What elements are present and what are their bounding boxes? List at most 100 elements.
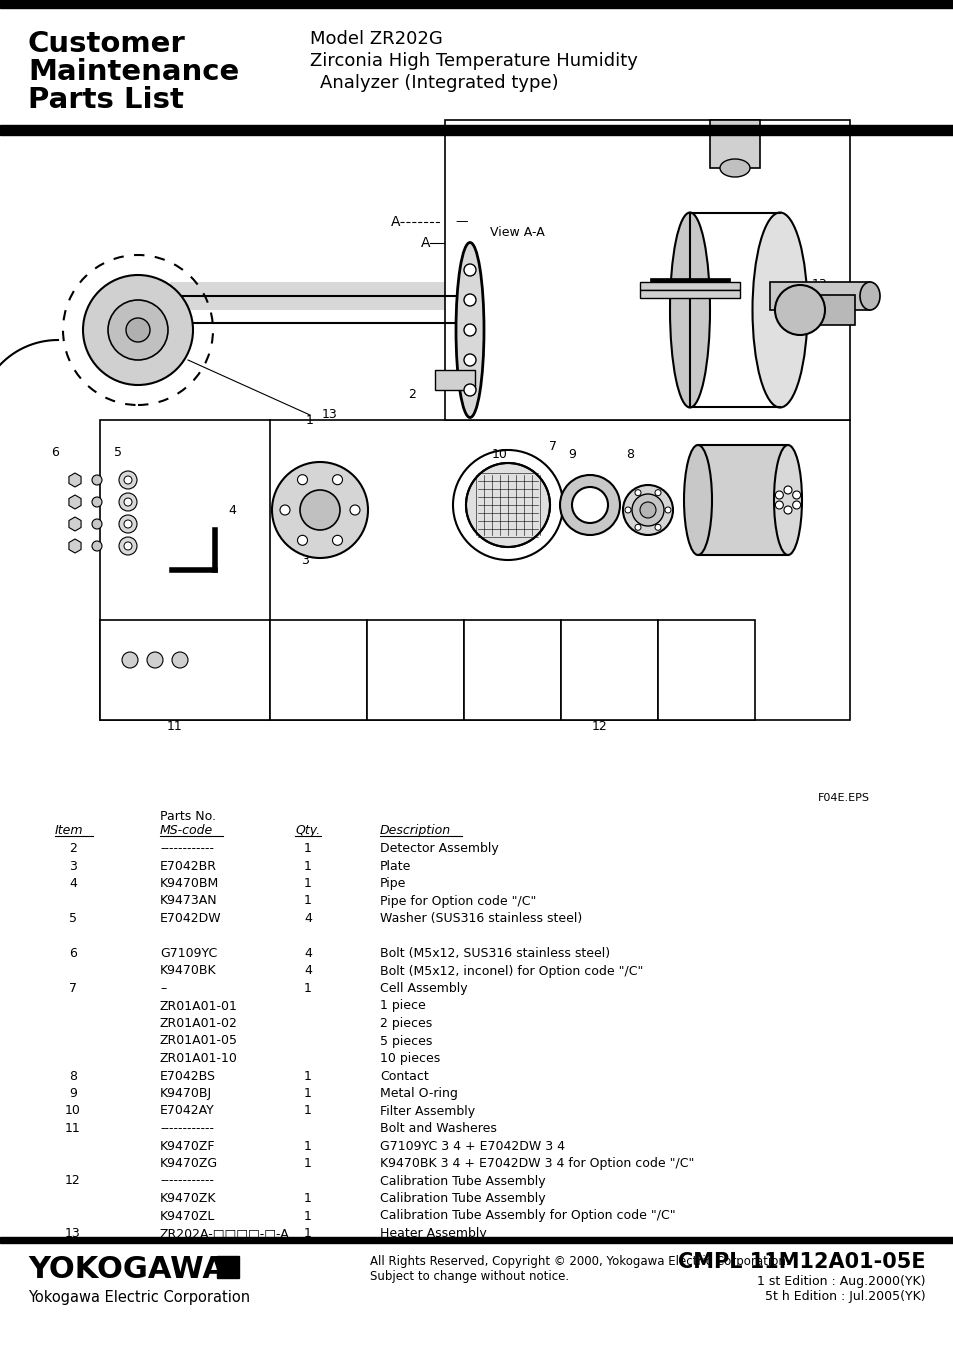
Text: Subject to change without notice.: Subject to change without notice.	[370, 1270, 569, 1283]
Text: F04E.EPS: F04E.EPS	[817, 793, 869, 802]
Text: Pipe: Pipe	[379, 877, 406, 890]
Text: A: A	[390, 215, 399, 230]
Text: Maintenance: Maintenance	[28, 58, 239, 86]
Text: Contact: Contact	[379, 1070, 428, 1082]
Text: —: —	[455, 216, 467, 228]
Text: 1: 1	[304, 982, 312, 994]
Text: CMPL 11M12A01-05E: CMPL 11M12A01-05E	[678, 1252, 925, 1273]
Text: 1 st Edition : Aug.2000(YK): 1 st Edition : Aug.2000(YK)	[757, 1275, 925, 1288]
Text: 1: 1	[304, 1105, 312, 1117]
Text: 1: 1	[304, 1156, 312, 1170]
Text: 1: 1	[304, 877, 312, 890]
Text: 13: 13	[322, 408, 337, 422]
Text: 3: 3	[301, 554, 309, 566]
Text: All Rights Reserved, Copyright © 2000, Yokogawa Electric Corporation.: All Rights Reserved, Copyright © 2000, Y…	[370, 1255, 789, 1269]
Text: Calibration Tube Assembly for Option code "/C": Calibration Tube Assembly for Option cod…	[379, 1209, 675, 1223]
Circle shape	[463, 324, 476, 336]
Bar	[649, 278, 729, 282]
Bar	[689, 212, 780, 407]
Text: ZR01A01-01: ZR01A01-01	[160, 1000, 237, 1012]
Bar	[0, 126, 953, 135]
Bar	[435, 370, 475, 390]
Circle shape	[147, 653, 163, 667]
Text: 2 pieces: 2 pieces	[379, 1017, 432, 1029]
Circle shape	[108, 300, 168, 359]
Text: E7042DW: E7042DW	[160, 912, 221, 925]
Text: 1: 1	[304, 1088, 312, 1100]
Text: Plate: Plate	[379, 859, 411, 873]
Text: Description: Description	[379, 824, 451, 838]
Circle shape	[119, 515, 137, 534]
Text: Model ZR202G: Model ZR202G	[310, 30, 442, 49]
Circle shape	[91, 476, 102, 485]
Bar	[658, 620, 754, 720]
Bar	[814, 295, 854, 326]
Text: K9470ZG: K9470ZG	[160, 1156, 218, 1170]
Ellipse shape	[720, 159, 749, 177]
Bar	[170, 282, 479, 309]
Text: 6: 6	[51, 446, 59, 459]
Bar	[560, 620, 658, 720]
Text: A: A	[420, 236, 430, 250]
Ellipse shape	[773, 444, 801, 555]
Text: 5t h Edition : Jul.2005(YK): 5t h Edition : Jul.2005(YK)	[764, 1290, 925, 1302]
Text: 1: 1	[304, 859, 312, 873]
Circle shape	[280, 505, 290, 515]
Circle shape	[91, 519, 102, 530]
Circle shape	[639, 503, 656, 517]
Circle shape	[463, 384, 476, 396]
Text: ZR01A01-10: ZR01A01-10	[160, 1052, 237, 1065]
Text: E7042BS: E7042BS	[160, 1070, 215, 1082]
Text: K9470BK 3 4 + E7042DW 3 4 for Option code "/C": K9470BK 3 4 + E7042DW 3 4 for Option cod…	[379, 1156, 694, 1170]
Text: 12: 12	[592, 720, 607, 734]
Circle shape	[622, 485, 672, 535]
Text: 4: 4	[69, 877, 77, 890]
Text: 8: 8	[69, 1070, 77, 1082]
Text: 9: 9	[567, 449, 576, 462]
Text: 5 pieces: 5 pieces	[379, 1035, 432, 1047]
Circle shape	[350, 505, 359, 515]
Text: 10 pieces: 10 pieces	[379, 1052, 439, 1065]
Text: 1: 1	[304, 1139, 312, 1152]
Circle shape	[124, 542, 132, 550]
Text: 1: 1	[304, 894, 312, 908]
Text: Qty.: Qty.	[294, 824, 320, 838]
Circle shape	[635, 524, 640, 531]
Circle shape	[655, 489, 660, 496]
Circle shape	[333, 474, 342, 485]
Text: 11: 11	[167, 720, 183, 734]
Text: ------------: ------------	[160, 1121, 213, 1135]
Text: 12: 12	[65, 1174, 81, 1188]
Circle shape	[299, 490, 339, 530]
Text: 7: 7	[548, 440, 557, 454]
Text: Filter Assembly: Filter Assembly	[379, 1105, 475, 1117]
Text: K9470BJ: K9470BJ	[160, 1088, 212, 1100]
Text: Bolt and Washeres: Bolt and Washeres	[379, 1121, 497, 1135]
Text: MS-code: MS-code	[160, 824, 213, 838]
Text: 10: 10	[65, 1105, 81, 1117]
Circle shape	[463, 263, 476, 276]
Circle shape	[783, 486, 791, 494]
Text: ------------: ------------	[160, 842, 213, 855]
Text: Analyzer (Integrated type): Analyzer (Integrated type)	[319, 74, 558, 92]
Circle shape	[463, 354, 476, 366]
Text: K9470ZL: K9470ZL	[160, 1209, 215, 1223]
Text: Calibration Tube Assembly: Calibration Tube Assembly	[379, 1174, 545, 1188]
Text: Item: Item	[55, 824, 84, 838]
Ellipse shape	[683, 444, 711, 555]
Text: 6: 6	[69, 947, 77, 961]
Text: 2: 2	[408, 389, 416, 401]
Text: Cell Assembly: Cell Assembly	[379, 982, 467, 994]
Bar	[100, 620, 270, 720]
Circle shape	[122, 653, 138, 667]
Text: 13: 13	[811, 278, 827, 292]
Bar	[0, 0, 953, 8]
Circle shape	[124, 476, 132, 484]
Bar	[367, 620, 463, 720]
Text: 10: 10	[492, 449, 507, 462]
Text: Yokogawa Electric Corporation: Yokogawa Electric Corporation	[28, 1290, 250, 1305]
Text: Customer: Customer	[28, 30, 186, 58]
Text: ZR202A-□□□□-□-A: ZR202A-□□□□-□-A	[160, 1227, 290, 1240]
Circle shape	[272, 462, 368, 558]
Circle shape	[465, 463, 550, 547]
